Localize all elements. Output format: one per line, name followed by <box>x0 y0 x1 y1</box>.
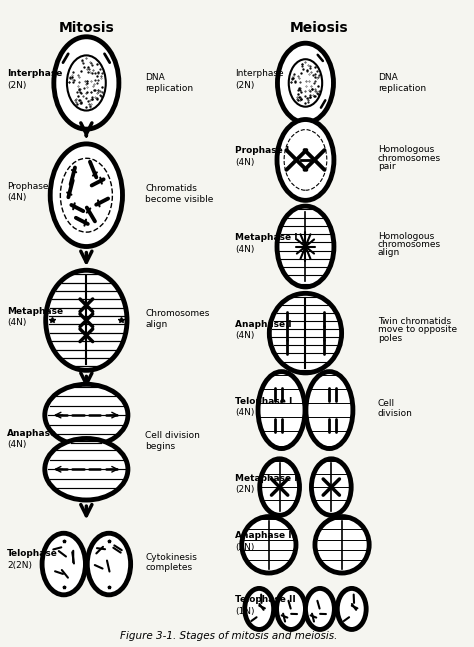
Ellipse shape <box>46 270 127 370</box>
Circle shape <box>289 60 322 107</box>
Text: align: align <box>378 248 400 258</box>
Text: 2(2N): 2(2N) <box>7 561 32 570</box>
Ellipse shape <box>306 371 353 448</box>
Ellipse shape <box>242 516 296 573</box>
Ellipse shape <box>315 516 369 573</box>
Text: Chromatids: Chromatids <box>145 184 197 193</box>
Text: Cell: Cell <box>378 399 395 408</box>
Circle shape <box>50 144 122 247</box>
Text: pair: pair <box>378 162 395 171</box>
Text: poles: poles <box>378 334 402 343</box>
Circle shape <box>277 206 334 287</box>
Text: become visible: become visible <box>145 195 213 204</box>
Text: Cell division: Cell division <box>145 432 200 440</box>
Text: Metaphase II: Metaphase II <box>236 474 301 483</box>
Text: Prophase I: Prophase I <box>236 146 290 155</box>
Text: Homologous: Homologous <box>378 145 434 154</box>
Text: DNA: DNA <box>378 73 398 82</box>
Circle shape <box>277 120 334 201</box>
Text: (4N): (4N) <box>236 245 255 254</box>
Circle shape <box>337 588 366 630</box>
Text: DNA: DNA <box>145 73 165 82</box>
Text: completes: completes <box>145 564 192 573</box>
Text: (4N): (4N) <box>7 318 27 327</box>
Text: chromosomes: chromosomes <box>378 153 441 162</box>
Text: Anaphase I: Anaphase I <box>236 320 292 329</box>
Text: Chromosomes: Chromosomes <box>145 309 210 318</box>
Text: Metaphase: Metaphase <box>7 307 64 316</box>
Text: Anaphase: Anaphase <box>7 429 57 437</box>
Text: replication: replication <box>145 83 193 93</box>
Text: Metaphase I: Metaphase I <box>236 233 298 242</box>
Text: (2N): (2N) <box>236 81 255 90</box>
Text: replication: replication <box>378 83 426 93</box>
Text: (2N): (2N) <box>7 81 27 90</box>
Text: Telophase I: Telophase I <box>236 397 293 406</box>
Ellipse shape <box>45 439 128 500</box>
Ellipse shape <box>269 293 342 373</box>
Circle shape <box>260 459 300 515</box>
Circle shape <box>42 533 85 595</box>
Text: chromosomes: chromosomes <box>378 240 441 249</box>
Text: move to opposite: move to opposite <box>378 325 457 334</box>
Text: Mitosis: Mitosis <box>58 21 114 35</box>
Circle shape <box>67 56 106 111</box>
Text: Telophase II: Telophase II <box>236 595 296 604</box>
Text: Telophase: Telophase <box>7 549 58 558</box>
Circle shape <box>277 43 334 123</box>
Text: Anaphase II: Anaphase II <box>236 531 295 540</box>
Ellipse shape <box>45 384 128 446</box>
Circle shape <box>305 588 334 630</box>
Circle shape <box>311 459 351 515</box>
Text: (1N): (1N) <box>236 607 255 616</box>
Circle shape <box>245 588 273 630</box>
Ellipse shape <box>258 371 305 448</box>
Text: division: division <box>378 409 413 418</box>
Text: Interphase: Interphase <box>236 69 284 78</box>
Text: (4N): (4N) <box>7 440 27 449</box>
Text: (4N): (4N) <box>236 158 255 167</box>
Text: (2N): (2N) <box>236 485 255 494</box>
Text: (4N): (4N) <box>7 193 27 203</box>
Text: Interphase: Interphase <box>7 69 63 78</box>
Text: Meiosis: Meiosis <box>290 21 348 35</box>
Text: (2N): (2N) <box>236 543 255 552</box>
Text: Cytokinesis: Cytokinesis <box>145 553 197 562</box>
Text: Homologous: Homologous <box>378 232 434 241</box>
Text: Prophase: Prophase <box>7 182 49 191</box>
Circle shape <box>87 533 131 595</box>
Text: (4N): (4N) <box>236 331 255 340</box>
Text: (4N): (4N) <box>236 408 255 417</box>
Text: Twin chromatids: Twin chromatids <box>378 317 451 326</box>
Circle shape <box>54 37 119 129</box>
Circle shape <box>276 588 305 630</box>
Text: begins: begins <box>145 441 175 450</box>
Text: Figure 3-1. Stages of mitosis and meiosis.: Figure 3-1. Stages of mitosis and meiosi… <box>120 631 337 641</box>
Text: align: align <box>145 320 167 329</box>
